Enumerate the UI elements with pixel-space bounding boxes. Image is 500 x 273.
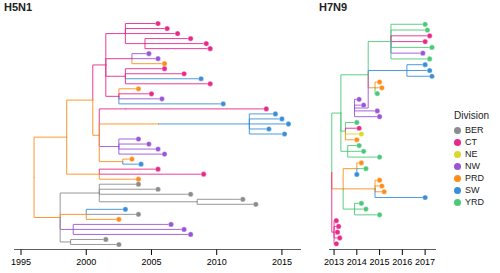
html-text:BER: BER [465,125,484,135]
svg-text:2015: 2015 [370,257,390,267]
html-text:SW: SW [465,185,480,195]
svg-text:2010: 2010 [207,257,227,267]
html-text:Division: Division [454,110,489,121]
svg-text:1995: 1995 [11,257,31,267]
svg-text:2005: 2005 [141,257,161,267]
html-text:CT: CT [465,137,477,147]
html-text:YRD: YRD [465,197,484,207]
svg-text:2000: 2000 [76,257,96,267]
svg-text:2013: 2013 [324,257,344,267]
html-text:NE: NE [465,149,478,159]
svg-text:2016: 2016 [392,257,412,267]
svg-text:2014: 2014 [347,257,367,267]
html-text:PRD: PRD [465,173,484,183]
svg-text:2017: 2017 [415,257,435,267]
html-text:H7N9: H7N9 [319,1,348,13]
svg-text:2015: 2015 [272,257,292,267]
html-text:H5N1: H5N1 [4,1,33,13]
html-text:NW: NW [465,161,480,171]
